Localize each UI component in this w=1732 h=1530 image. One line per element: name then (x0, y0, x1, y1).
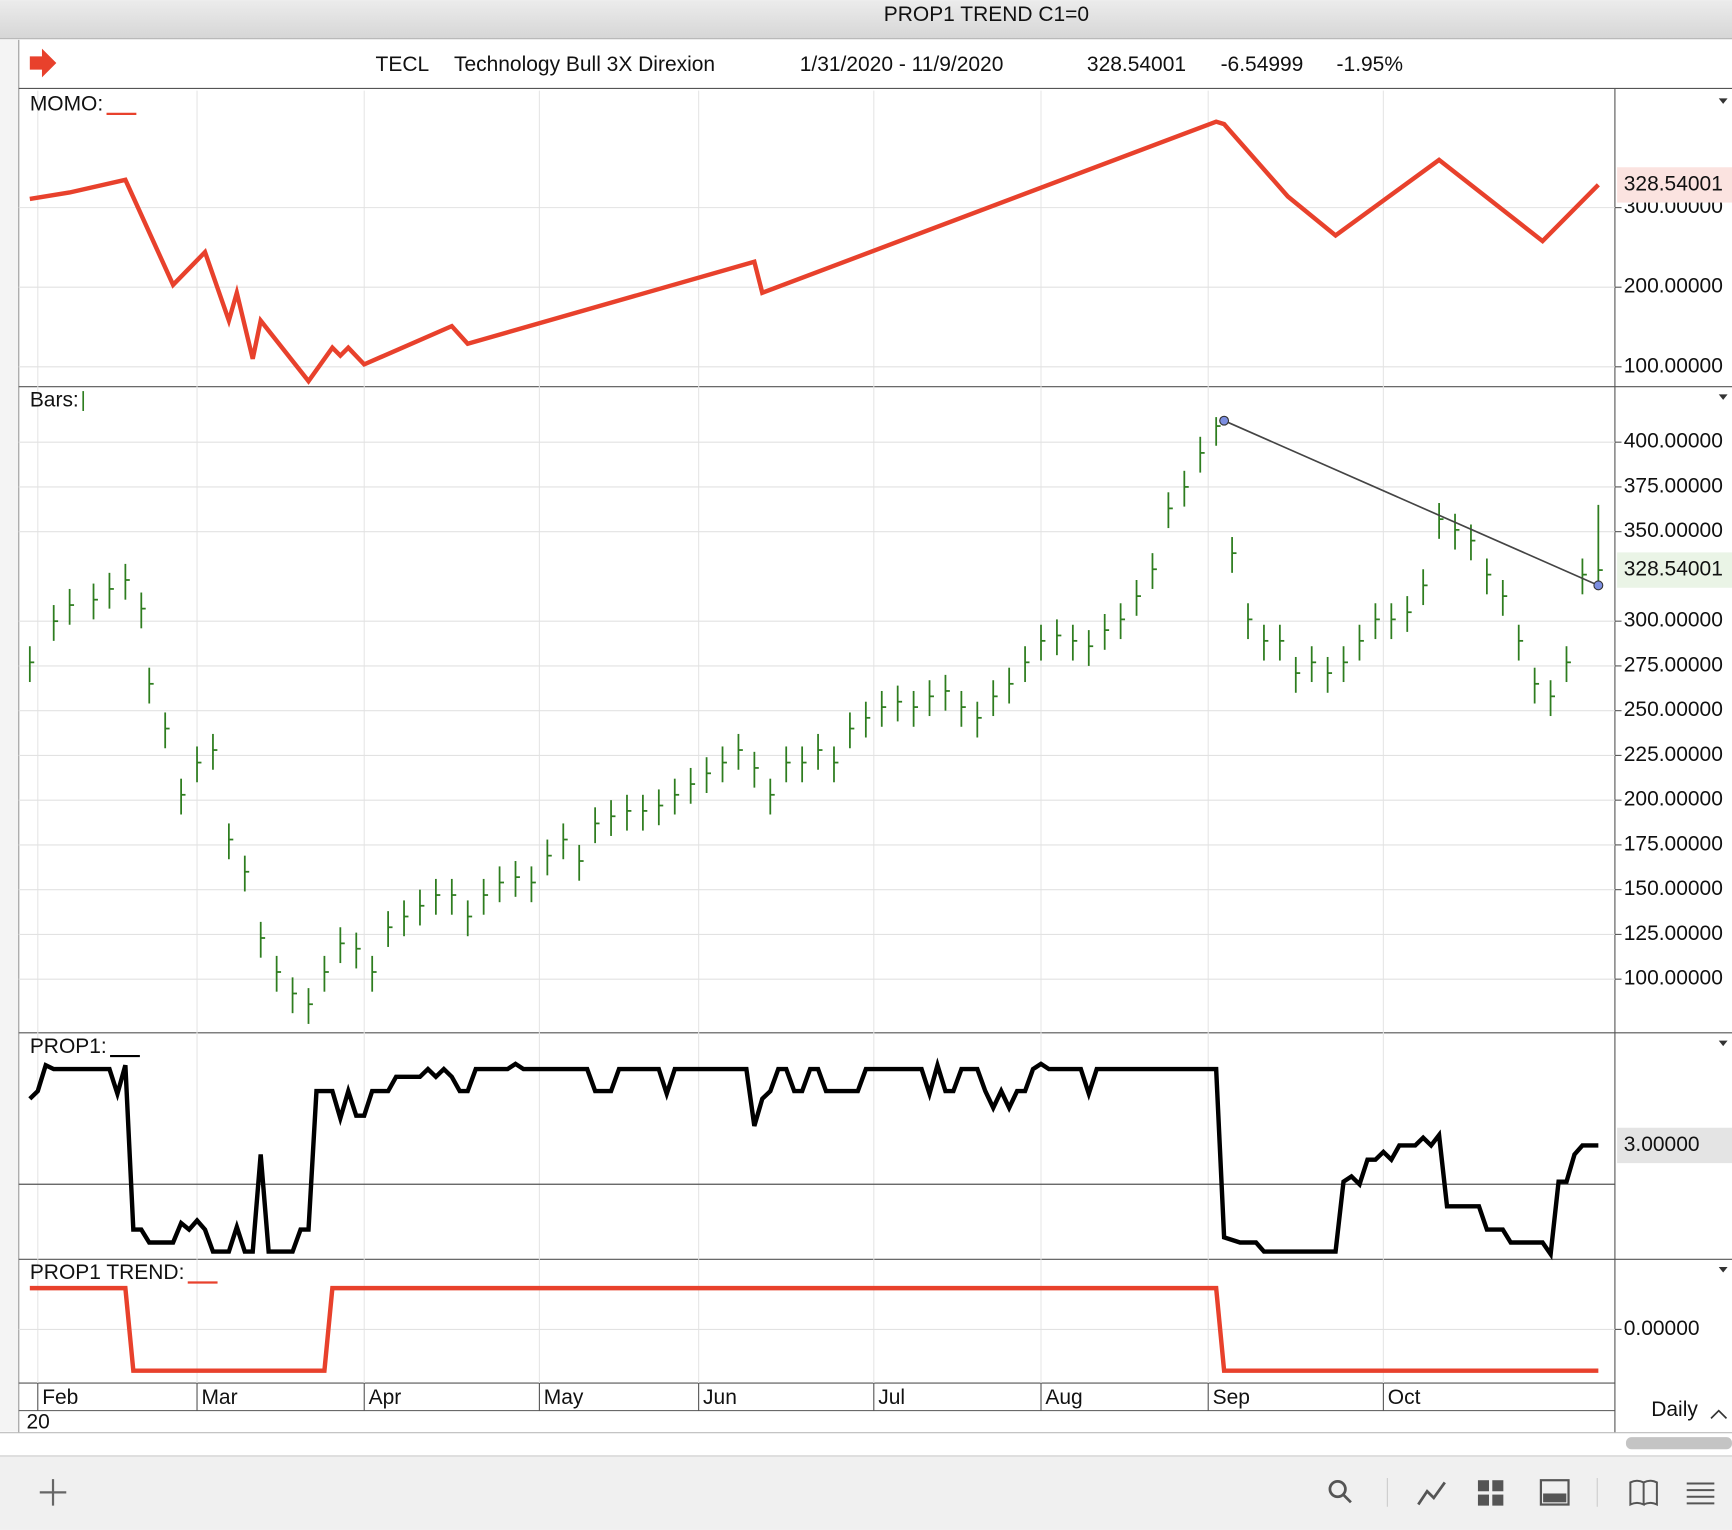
x-tick-label: Feb (42, 1386, 78, 1409)
series-line (29, 1285, 1599, 1373)
grid-cell (1492, 1480, 1504, 1492)
y-tick-label: 125.00000 (1624, 922, 1723, 945)
y-tick-label: 200.00000 (1624, 788, 1723, 811)
x-tick-label: Sep (1213, 1386, 1250, 1409)
year-label: 20 (27, 1410, 50, 1433)
panel-title: Bars: (30, 389, 79, 412)
search-handle (1342, 1493, 1352, 1504)
period[interactable]: Daily (1651, 1398, 1698, 1421)
x-tick-label: Jun (703, 1386, 737, 1409)
y-tick-label: 100.00000 (1624, 354, 1723, 377)
arrow-icon[interactable] (29, 48, 57, 78)
search-icon[interactable] (1328, 1479, 1347, 1499)
y-tick-label: 225.00000 (1624, 743, 1723, 766)
panel-title: PROP1: (30, 1035, 107, 1058)
trendline-handle (1219, 415, 1230, 426)
draw-icon[interactable] (1417, 1481, 1446, 1506)
panel-title: PROP1 TREND: (30, 1261, 185, 1284)
x-tick-label: Jul (878, 1386, 905, 1409)
y-tick-label: 250.00000 (1624, 698, 1723, 721)
x-tick-label: Mar (201, 1386, 237, 1409)
separator (1386, 1478, 1598, 1507)
add-button[interactable] (39, 1479, 67, 1506)
last-value-badge (1617, 167, 1732, 203)
y-tick-label: 275.00000 (1624, 653, 1723, 676)
y-tick-label: 175.00000 (1624, 832, 1723, 855)
scrollbar[interactable] (1625, 1437, 1732, 1450)
y-tick-label: 350.00000 (1624, 519, 1723, 542)
last-value-label: 328.54001 (1624, 172, 1723, 195)
symbol: TECL (376, 53, 430, 76)
change: -6.54999 (1221, 53, 1304, 76)
last-price: 328.54001 (1087, 53, 1186, 76)
y-tick-label: 0.00000 (1624, 1317, 1700, 1340)
last-value-badge (1617, 552, 1732, 588)
y-tick-label: 200.00000 (1624, 275, 1723, 298)
book-icon[interactable] (1629, 1479, 1658, 1507)
y-tick-label: 300.00000 (1624, 609, 1723, 632)
y-tick-label: 150.00000 (1624, 877, 1723, 900)
series-line (28, 1057, 1599, 1261)
panel-title: MOMO: (30, 93, 103, 116)
period-menu[interactable] (1710, 1409, 1728, 1419)
left-strip (0, 39, 19, 1432)
series-line (29, 119, 1600, 385)
date-range: 1/31/2020 - 11/9/2020 (800, 53, 1004, 76)
trendline-handle (1593, 580, 1604, 591)
toolbar-icons (1328, 1478, 1715, 1507)
toolbar (0, 1455, 1732, 1530)
title-bar (0, 0, 1732, 39)
grid-cell (1477, 1494, 1489, 1506)
security-name: Technology Bull 3X Direxion (454, 53, 715, 76)
y-tick-label: 375.00000 (1624, 474, 1723, 497)
grid-cell (1492, 1494, 1504, 1506)
x-tick-label: Aug (1045, 1386, 1082, 1409)
last-value-badge (1617, 1127, 1732, 1164)
layout-icon[interactable] (1539, 1479, 1570, 1506)
last-value-label: 328.54001 (1624, 558, 1723, 581)
trendline (1223, 419, 1599, 587)
menu-icon[interactable] (1686, 1482, 1715, 1505)
x-tick-label: Apr (369, 1386, 402, 1409)
window-title: PROP1 TREND C1=0 (884, 3, 1089, 26)
y-tick-label: 100.00000 (1624, 967, 1723, 990)
y-tick-label: 400.00000 (1624, 430, 1723, 453)
x-tick-label: May (544, 1386, 584, 1409)
grid-cell (1477, 1480, 1489, 1492)
layout-fill (1543, 1493, 1567, 1503)
x-tick-label: Oct (1388, 1386, 1421, 1409)
grid-icon[interactable] (1477, 1480, 1567, 1506)
last-value-label: 3.00000 (1624, 1133, 1700, 1156)
change-pct: -1.95% (1337, 53, 1403, 76)
